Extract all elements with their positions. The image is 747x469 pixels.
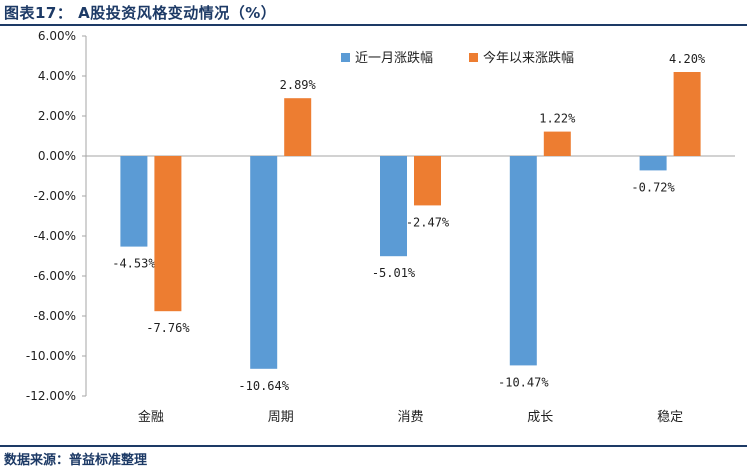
data-label: 4.20%	[669, 52, 706, 66]
bar-month	[120, 156, 148, 247]
source-rule	[0, 445, 747, 447]
category-label: 消费	[397, 410, 423, 425]
data-label: -7.76%	[146, 321, 190, 335]
data-label: -5.01%	[372, 266, 416, 280]
data-label: -10.47%	[498, 375, 549, 389]
bar-month	[509, 156, 537, 366]
y-tick-label: 0.00%	[38, 149, 76, 163]
category-label: 成长	[527, 410, 553, 425]
data-label: -2.47%	[406, 215, 450, 229]
data-label: -0.72%	[631, 180, 675, 194]
bar-month	[380, 156, 407, 257]
category-label: 稳定	[657, 409, 683, 425]
legend-swatch-ytd	[469, 53, 478, 62]
legend-label: 今年以来涨跌幅	[483, 50, 574, 66]
bar-chart: 6.00% 4.00% 2.00% 0.00% -2.00% -4.00% -6.00% -8…	[26, 29, 735, 425]
category-label: 周期	[268, 410, 294, 425]
y-tick-label: -10.00%	[26, 349, 76, 363]
y-tick-label: -2.00%	[34, 189, 76, 203]
y-tick-label: -12.00%	[26, 389, 76, 403]
title-rule	[0, 24, 747, 26]
bar-month	[250, 156, 278, 369]
category-label: 金融	[138, 409, 164, 425]
source-note: 数据来源：普益标准整理	[4, 453, 148, 468]
data-label: -4.53%	[112, 257, 156, 271]
y-tick-label: 4.00%	[38, 69, 76, 83]
y-tick-label: 6.00%	[38, 29, 76, 43]
bar-ytd	[543, 131, 571, 156]
data-label: 1.22%	[539, 112, 576, 126]
y-tick-label: -4.00%	[34, 229, 76, 243]
data-label: -10.64%	[238, 379, 289, 393]
bar-ytd	[673, 72, 701, 156]
data-label: 2.89%	[280, 78, 317, 92]
y-tick-label: 2.00%	[38, 109, 76, 123]
legend-swatch-month	[341, 53, 350, 62]
bar-ytd	[284, 98, 312, 156]
bar-ytd	[414, 156, 441, 206]
bar-month	[639, 156, 667, 171]
y-tick-label: -6.00%	[34, 269, 76, 283]
legend-label: 近一月涨跌幅	[355, 50, 433, 66]
bar-ytd	[154, 156, 182, 312]
y-tick-label: -8.00%	[34, 309, 76, 323]
chart-title: 图表17： A股投资风格变动情况（%）	[4, 4, 277, 22]
